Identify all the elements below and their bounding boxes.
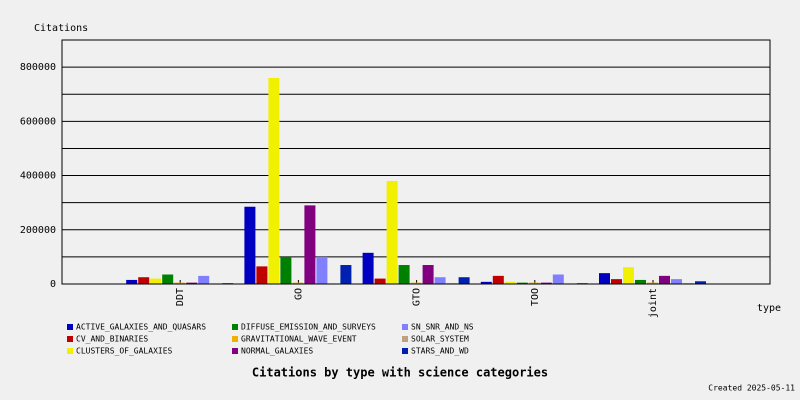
legend-label: NORMAL_GALAXIES xyxy=(241,347,313,356)
legend-swatch xyxy=(402,324,408,330)
legend-swatch xyxy=(67,348,73,354)
bar xyxy=(492,275,504,284)
bar xyxy=(292,282,304,284)
legend-label: ACTIVE_GALAXIES_AND_QUASARS xyxy=(76,323,206,332)
bar xyxy=(244,206,256,284)
y-tick-label: 200000 xyxy=(20,225,56,236)
legend-swatch xyxy=(67,324,73,330)
x-axis-label: type xyxy=(757,303,781,314)
labels: 0 200000 400000 600000 800000 DDT GO GTO TOO join… xyxy=(20,62,659,355)
bar xyxy=(552,274,564,284)
x-tick-label: DDT xyxy=(175,288,186,306)
bar xyxy=(434,277,446,284)
legend-swatch xyxy=(67,336,73,342)
bar xyxy=(198,275,210,284)
bar xyxy=(422,265,434,284)
bar xyxy=(316,256,328,284)
y-tick-label: 600000 xyxy=(20,116,56,127)
bar xyxy=(374,278,386,284)
bar xyxy=(540,282,552,284)
bar xyxy=(504,281,516,284)
bar xyxy=(304,205,316,284)
legend-label: SN_SNR_AND_NS xyxy=(411,323,474,332)
bar xyxy=(398,265,410,284)
bar xyxy=(599,273,610,284)
y-tick-label: 400000 xyxy=(20,171,56,182)
bar xyxy=(458,277,470,284)
bar xyxy=(340,265,352,284)
legend-label: CLUSTERS_OF_GALAXIES xyxy=(76,347,173,356)
legend-label: STARS_AND_WD xyxy=(411,347,469,356)
legend-label: CV_AND_BINARIES xyxy=(76,335,148,344)
bar xyxy=(480,281,492,284)
bar xyxy=(138,277,150,284)
chart-title: Citations by type with science categorie… xyxy=(252,366,548,380)
y-tick-label: 0 xyxy=(50,279,56,290)
bar xyxy=(256,266,268,284)
y-tick-label: 800000 xyxy=(20,62,56,73)
bar xyxy=(162,274,174,284)
bar xyxy=(150,278,162,284)
bar xyxy=(410,282,422,284)
bar xyxy=(635,279,646,284)
x-tick-label: GTO xyxy=(412,288,423,306)
bar xyxy=(695,281,706,284)
bar xyxy=(280,256,292,284)
x-tick-label: GO xyxy=(293,288,304,300)
bar xyxy=(174,282,186,284)
bar xyxy=(268,77,280,284)
bar xyxy=(186,282,198,284)
footnote: Created 2025-05-11 xyxy=(708,384,795,393)
bar xyxy=(528,282,540,284)
legend-label: SOLAR_SYSTEM xyxy=(411,335,469,344)
y-axis-label: Citations xyxy=(34,23,88,34)
x-tick-label: TOO xyxy=(530,288,541,306)
bar xyxy=(362,252,374,284)
bar xyxy=(516,282,528,284)
plot-border xyxy=(61,39,771,285)
legend-swatch xyxy=(402,348,408,354)
bar xyxy=(126,279,138,284)
legend-swatch xyxy=(232,336,238,342)
bar xyxy=(671,279,682,284)
bar xyxy=(623,267,634,284)
x-tick-label: joint xyxy=(648,288,659,318)
bars xyxy=(126,77,706,284)
bar xyxy=(386,180,398,284)
legend-swatch xyxy=(232,348,238,354)
bar xyxy=(659,275,670,284)
legend-swatch xyxy=(402,336,408,342)
legend-label: DIFFUSE_EMISSION_AND_SURVEYS xyxy=(241,323,376,332)
bar xyxy=(647,282,658,284)
bar xyxy=(611,279,622,284)
legend-swatch xyxy=(232,324,238,330)
legend-label: GRAVITATIONAL_WAVE_EVENT xyxy=(241,335,357,344)
plot-area xyxy=(62,40,770,284)
